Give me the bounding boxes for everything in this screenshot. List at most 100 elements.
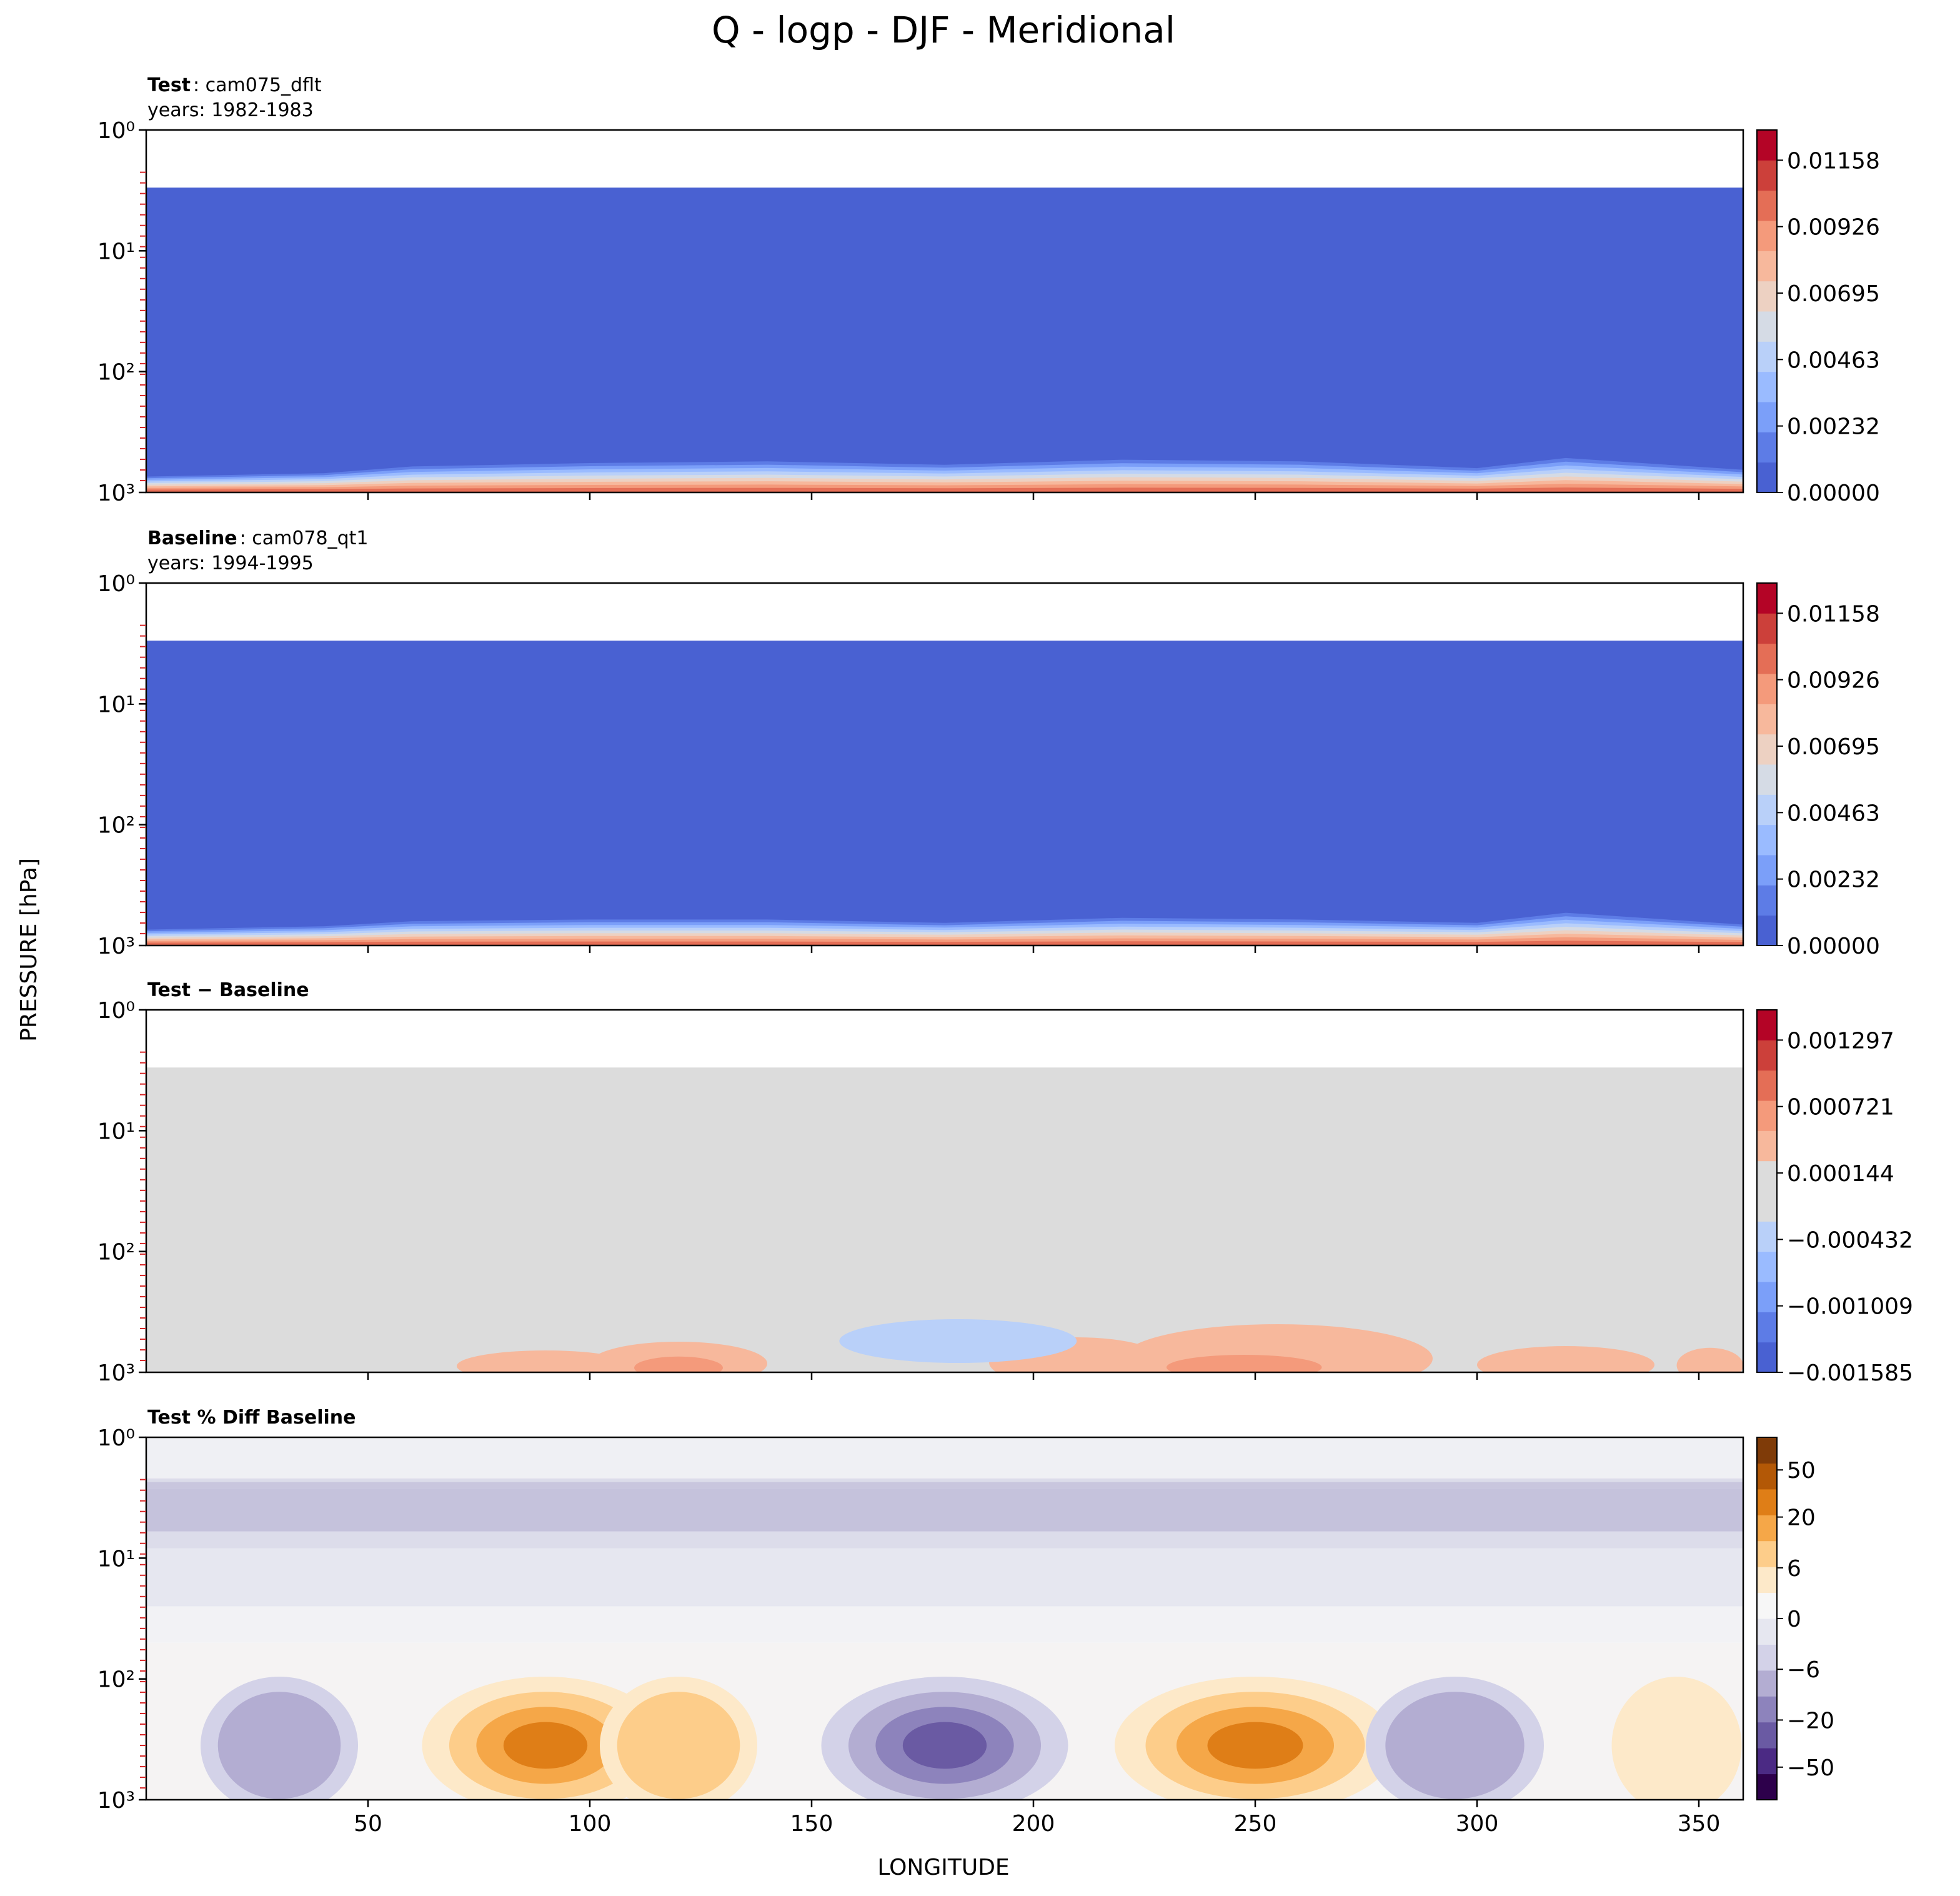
colorbar-tick-label: −50 bbox=[1787, 1755, 1834, 1781]
colorbar-segment bbox=[1757, 734, 1777, 765]
y-tick-label: 10¹ bbox=[97, 692, 135, 717]
y-axis-label: PRESSURE [hPa] bbox=[16, 858, 42, 1042]
colorbar-segment bbox=[1757, 221, 1777, 251]
colorbar-segment bbox=[1757, 643, 1777, 674]
y-tick-label: 10⁰ bbox=[97, 118, 135, 144]
colorbar-tick-label: 0.001297 bbox=[1787, 1028, 1894, 1054]
y-tick-label: 10¹ bbox=[97, 1119, 135, 1144]
colorbar-segment bbox=[1757, 462, 1777, 493]
colorbar-segment bbox=[1757, 1191, 1777, 1222]
colorbar-segment bbox=[1757, 341, 1777, 372]
colorbar-segment bbox=[1757, 1722, 1777, 1749]
colorbar-segment bbox=[1757, 583, 1777, 614]
x-tick-label: 250 bbox=[1234, 1811, 1277, 1837]
dry-region bbox=[146, 187, 1743, 492]
colorbar-segment bbox=[1757, 1567, 1777, 1594]
y-tick-label: 10² bbox=[97, 813, 135, 839]
x-tick-label: 300 bbox=[1456, 1811, 1499, 1837]
anomaly-region bbox=[457, 1350, 634, 1372]
colorbar-segment bbox=[1757, 130, 1777, 161]
colorbar-segment bbox=[1757, 402, 1777, 432]
anomaly-region bbox=[1167, 1355, 1322, 1372]
axes-frame bbox=[145, 1436, 1744, 1801]
colorbar-tick-label: 50 bbox=[1787, 1458, 1816, 1484]
colorbar-tick-label: 0.00695 bbox=[1787, 734, 1880, 760]
colorbar-segment bbox=[1757, 1282, 1777, 1312]
colorbar-segment bbox=[1757, 1540, 1777, 1567]
moisture-band bbox=[146, 487, 1743, 492]
colorbar-segment bbox=[1757, 824, 1777, 856]
negative-anomaly bbox=[1385, 1692, 1525, 1799]
colorbar-tick-label: 0.00463 bbox=[1787, 801, 1880, 826]
percent-band bbox=[146, 1482, 1743, 1489]
colorbar-segment bbox=[1757, 1592, 1777, 1619]
colorbar-segment bbox=[1757, 613, 1777, 644]
colorbar-tick-label: 0.000721 bbox=[1787, 1095, 1894, 1120]
percent-band bbox=[146, 1488, 1743, 1532]
x-tick-label: 350 bbox=[1678, 1811, 1721, 1837]
y-tick-label: 10³ bbox=[97, 1788, 135, 1814]
colorbar-tick-label: 0 bbox=[1787, 1607, 1801, 1632]
colorbar-tick-label: 0.01158 bbox=[1787, 148, 1880, 174]
positive-anomaly bbox=[1611, 1677, 1742, 1800]
colorbar-segment bbox=[1757, 674, 1777, 704]
anomaly-region bbox=[1477, 1346, 1654, 1372]
colorbar-segment bbox=[1757, 1748, 1777, 1775]
y-tick-label: 10³ bbox=[97, 1360, 135, 1386]
negative-anomaly bbox=[217, 1692, 341, 1799]
colorbar-tick-label: 0.00463 bbox=[1787, 347, 1880, 373]
colorbar-segment bbox=[1757, 1342, 1777, 1373]
y-tick-label: 10⁰ bbox=[97, 998, 135, 1024]
contour-field bbox=[146, 130, 1743, 492]
colorbar-segment bbox=[1757, 311, 1777, 342]
colorbar-segment bbox=[1757, 1040, 1777, 1071]
positive-anomaly bbox=[503, 1722, 588, 1769]
colorbar-segment bbox=[1757, 432, 1777, 463]
colorbar-tick-label: 0.00000 bbox=[1787, 934, 1880, 959]
colorbar-segment bbox=[1757, 855, 1777, 886]
x-tick-label: 50 bbox=[354, 1811, 382, 1837]
panel-0: Test: cam075_dflt years: 1982-1983 10⁰ 10¹ 1… bbox=[97, 74, 1880, 506]
colorbar-segment bbox=[1757, 1696, 1777, 1723]
contour-field bbox=[146, 583, 1743, 946]
percent-band bbox=[146, 1548, 1743, 1607]
colorbar-tick-label: 0.00695 bbox=[1787, 281, 1880, 307]
colorbar-segment bbox=[1757, 885, 1777, 916]
y-tick-label: 10⁰ bbox=[97, 1425, 135, 1451]
colorbar-segment bbox=[1757, 1489, 1777, 1515]
colorbar-segment bbox=[1757, 1619, 1777, 1645]
y-tick-label: 10¹ bbox=[97, 1546, 135, 1572]
colorbar-tick-label: −0.000432 bbox=[1787, 1227, 1913, 1253]
dry-region bbox=[146, 641, 1743, 946]
x-axis-label: LONGITUDE bbox=[877, 1855, 1009, 1880]
colorbar-segment bbox=[1757, 794, 1777, 826]
colorbar-segment bbox=[1757, 160, 1777, 191]
colorbar-segment bbox=[1757, 764, 1777, 795]
colorbar-tick-label: 0.00232 bbox=[1787, 414, 1880, 440]
colorbar-segment bbox=[1757, 1010, 1777, 1040]
positive-anomaly bbox=[1207, 1722, 1303, 1769]
colorbar-segment bbox=[1757, 1251, 1777, 1282]
panel-label: Test % Diff Baseline bbox=[147, 1407, 356, 1429]
contour-field bbox=[146, 1437, 1743, 1800]
colorbar-tick-label: 6 bbox=[1787, 1556, 1801, 1582]
anomaly-region bbox=[1676, 1347, 1743, 1372]
colorbar-tick-label: 0.01158 bbox=[1787, 601, 1880, 627]
axes-frame bbox=[145, 129, 1744, 494]
colorbar-segment bbox=[1757, 281, 1777, 312]
axes-frame bbox=[145, 1009, 1744, 1374]
negative-anomaly bbox=[902, 1722, 987, 1769]
y-tick-label: 10³ bbox=[97, 481, 135, 506]
colorbar-segment bbox=[1757, 371, 1777, 402]
x-tick-label: 150 bbox=[790, 1811, 833, 1837]
panel-subtitle: years: 1994-1995 bbox=[147, 552, 314, 574]
contour-field bbox=[146, 1010, 1743, 1372]
colorbar-tick-label: 20 bbox=[1787, 1505, 1816, 1531]
colorbar-segment bbox=[1757, 251, 1777, 282]
panel-label: Test: cam075_dflt bbox=[147, 74, 322, 96]
colorbar-tick-label: 0.00000 bbox=[1787, 481, 1880, 506]
y-tick-label: 10¹ bbox=[97, 239, 135, 264]
figure-title: Q - logp - DJF - Meridional bbox=[712, 9, 1175, 51]
colorbar: 50 20 6 0 −6 −20 −50 bbox=[1756, 1437, 1834, 1800]
colorbar-segment bbox=[1757, 1160, 1777, 1192]
